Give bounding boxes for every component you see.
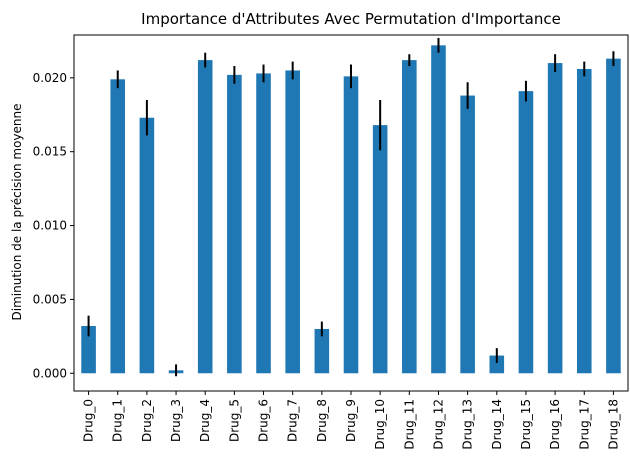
y-tick-label: 0.010 <box>33 219 67 233</box>
bar-drug-4 <box>197 60 213 374</box>
x-tick-label: Drug_1 <box>111 399 125 442</box>
bar-drug-7 <box>285 70 300 374</box>
bar-drug-17 <box>576 68 592 374</box>
bar-drug-13 <box>460 95 475 374</box>
x-tick-label: Drug_12 <box>431 399 445 450</box>
y-tick-label: 0.015 <box>33 145 67 159</box>
bar-drug-15 <box>518 91 534 374</box>
x-tick-label: Drug_10 <box>373 399 387 450</box>
x-tick-label: Drug_7 <box>286 399 300 442</box>
bar-drug-11 <box>402 60 417 374</box>
bar-drug-5 <box>227 74 242 374</box>
bar-drug-14 <box>489 355 505 374</box>
bar-drug-18 <box>606 58 621 374</box>
chart-title: Importance d'Attributes Avec Permutation… <box>141 10 561 28</box>
x-tick-label: Drug_3 <box>169 399 183 442</box>
x-tick-label: Drug_18 <box>606 399 620 450</box>
bar-drug-2 <box>139 117 155 374</box>
x-tick-label: Drug_16 <box>548 399 562 450</box>
plot-area: Drug_0 Drug_1 Drug_2 Drug_3 Drug_4 Drug_5 Drug… <box>33 34 629 450</box>
x-tick-label: Drug_11 <box>402 399 416 450</box>
bar-drug-16 <box>547 63 563 374</box>
y-tick-label: 0.020 <box>33 71 67 85</box>
y-tick-label: 0.005 <box>33 292 67 306</box>
x-tick-label: Drug_4 <box>198 399 212 442</box>
bar-drug-9 <box>343 76 359 374</box>
x-tick-label: Drug_6 <box>257 399 271 442</box>
bar-drug-1 <box>110 79 126 374</box>
plot-frame <box>73 34 629 392</box>
x-tick-label: Drug_2 <box>140 399 154 442</box>
bar-drug-8 <box>314 328 330 374</box>
x-tick-label: Drug_13 <box>461 399 475 450</box>
x-tick-label: Drug_0 <box>82 399 96 442</box>
x-tick-label: Drug_17 <box>577 399 591 450</box>
x-tick-label: Drug_9 <box>344 399 358 442</box>
x-tick-label: Drug_15 <box>519 399 533 450</box>
bar-drug-12 <box>431 45 446 374</box>
x-tick-label: Drug_8 <box>315 399 329 442</box>
x-tick-label: Drug_5 <box>227 399 241 442</box>
bar-drug-0 <box>81 326 96 374</box>
bar-drug-6 <box>256 73 271 374</box>
x-tick-label: Drug_14 <box>490 399 504 450</box>
y-axis-label: Diminution de la précision moyenne <box>10 104 24 321</box>
y-tick-label: 0.000 <box>33 366 67 380</box>
bar-drug-10 <box>372 125 388 374</box>
